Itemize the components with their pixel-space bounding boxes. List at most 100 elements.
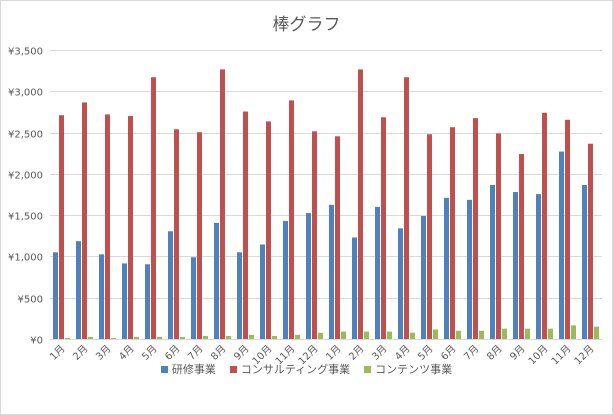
y-tick-label: ¥2,500 [8, 130, 43, 141]
bar-2 [174, 129, 179, 339]
bar-3 [433, 329, 438, 339]
bar-1 [76, 241, 81, 339]
bar-2 [197, 132, 202, 339]
legend-label: 研修事業 [171, 363, 216, 376]
bar-3 [364, 331, 369, 339]
legend-label: コンサルティング事業 [240, 363, 351, 376]
bar-1 [237, 252, 242, 339]
bar-3 [88, 336, 93, 339]
bar-3 [180, 336, 185, 339]
bar-2 [565, 119, 570, 339]
bar-2 [266, 121, 271, 339]
bar-1 [53, 252, 58, 339]
bar-3 [272, 335, 277, 339]
bar-3 [134, 336, 139, 339]
bar-2 [542, 112, 547, 339]
legend-item: 研修事業 [160, 361, 216, 377]
x-tick-label: 2月 [347, 343, 367, 363]
legend-swatch [364, 365, 372, 373]
legend: 研修事業 コンサルティング事業 コンテンツ事業 [0, 361, 613, 377]
bar-1 [352, 237, 357, 339]
x-tick-label: 9月 [508, 343, 528, 363]
bar-3 [387, 331, 392, 339]
bar-1 [582, 185, 587, 339]
bar-1 [214, 222, 219, 339]
bar-3 [410, 332, 415, 339]
bar-1 [536, 194, 541, 339]
bar-1 [191, 257, 196, 339]
bar-2 [358, 69, 363, 339]
bar-2 [519, 154, 524, 339]
bar-2 [473, 118, 478, 339]
bar-3 [479, 330, 484, 339]
bar-2 [381, 117, 386, 339]
bar-2 [312, 131, 317, 339]
bar-1 [283, 220, 288, 339]
bar-3 [456, 330, 461, 339]
bar-2 [404, 77, 409, 340]
bar-1 [513, 192, 518, 339]
bar-2 [289, 100, 294, 340]
bar-3 [594, 326, 599, 339]
y-tick-label: ¥3,500 [8, 47, 43, 58]
bar-2 [243, 111, 248, 339]
legend-swatch [229, 365, 237, 373]
bar-3 [571, 325, 576, 339]
y-tick-label: ¥2,000 [8, 171, 43, 182]
bar-2 [588, 143, 593, 339]
bar-3 [525, 328, 530, 339]
bar-1 [467, 199, 472, 339]
x-tick-label: 4月 [393, 343, 413, 363]
bar-1 [490, 185, 495, 339]
x-tick-label: 6月 [163, 343, 183, 363]
y-tick-label: ¥500 [18, 295, 43, 306]
bar-2 [82, 102, 87, 339]
x-tick-label: 3月 [94, 343, 114, 363]
x-tick-label: 1月 [324, 343, 344, 363]
x-tick-label: 8月 [485, 343, 505, 363]
legend-item: コンサルティング事業 [229, 361, 351, 377]
x-tick-label: 6月 [439, 343, 459, 363]
bar-2 [335, 136, 340, 339]
bar-3 [65, 338, 70, 339]
x-tick-label: 1月 [48, 343, 68, 363]
x-tick-label: 4月 [117, 343, 137, 363]
bar-3 [548, 328, 553, 339]
bar-1 [306, 213, 311, 339]
bar-3 [502, 328, 507, 339]
bar-3 [111, 338, 116, 339]
bar-2 [59, 115, 64, 339]
x-tick-label: 5月 [416, 343, 436, 363]
x-tick-label: 3月 [370, 343, 390, 363]
legend-swatch [160, 365, 168, 373]
legend-item: コンテンツ事業 [364, 361, 452, 377]
bar-2 [128, 116, 133, 339]
chart-title: 棒グラフ [272, 15, 341, 35]
bar-1 [260, 244, 265, 339]
x-tick-label: 9月 [232, 343, 252, 363]
x-tick-label: 7月 [186, 343, 206, 363]
bar-2 [450, 127, 455, 339]
bar-1 [421, 215, 426, 339]
bar-1 [444, 197, 449, 339]
bar-1 [99, 254, 104, 339]
y-tick-label: ¥1,500 [8, 212, 43, 223]
bar-1 [168, 231, 173, 339]
bar-2 [220, 69, 225, 339]
bar-3 [226, 335, 231, 339]
bar-1 [122, 263, 127, 339]
bar-1 [329, 204, 334, 339]
y-tick-label: ¥1,000 [8, 253, 43, 264]
bar-3 [203, 335, 208, 339]
bar-1 [398, 228, 403, 339]
x-tick-label: 5月 [140, 343, 160, 363]
bar-1 [559, 151, 564, 339]
bar-1 [145, 264, 150, 339]
bar-2 [105, 114, 110, 339]
y-tick-label: ¥3,000 [8, 88, 43, 99]
x-tick-label: 2月 [71, 343, 91, 363]
bar-2 [151, 77, 156, 340]
y-tick-label: ¥0 [30, 336, 43, 347]
